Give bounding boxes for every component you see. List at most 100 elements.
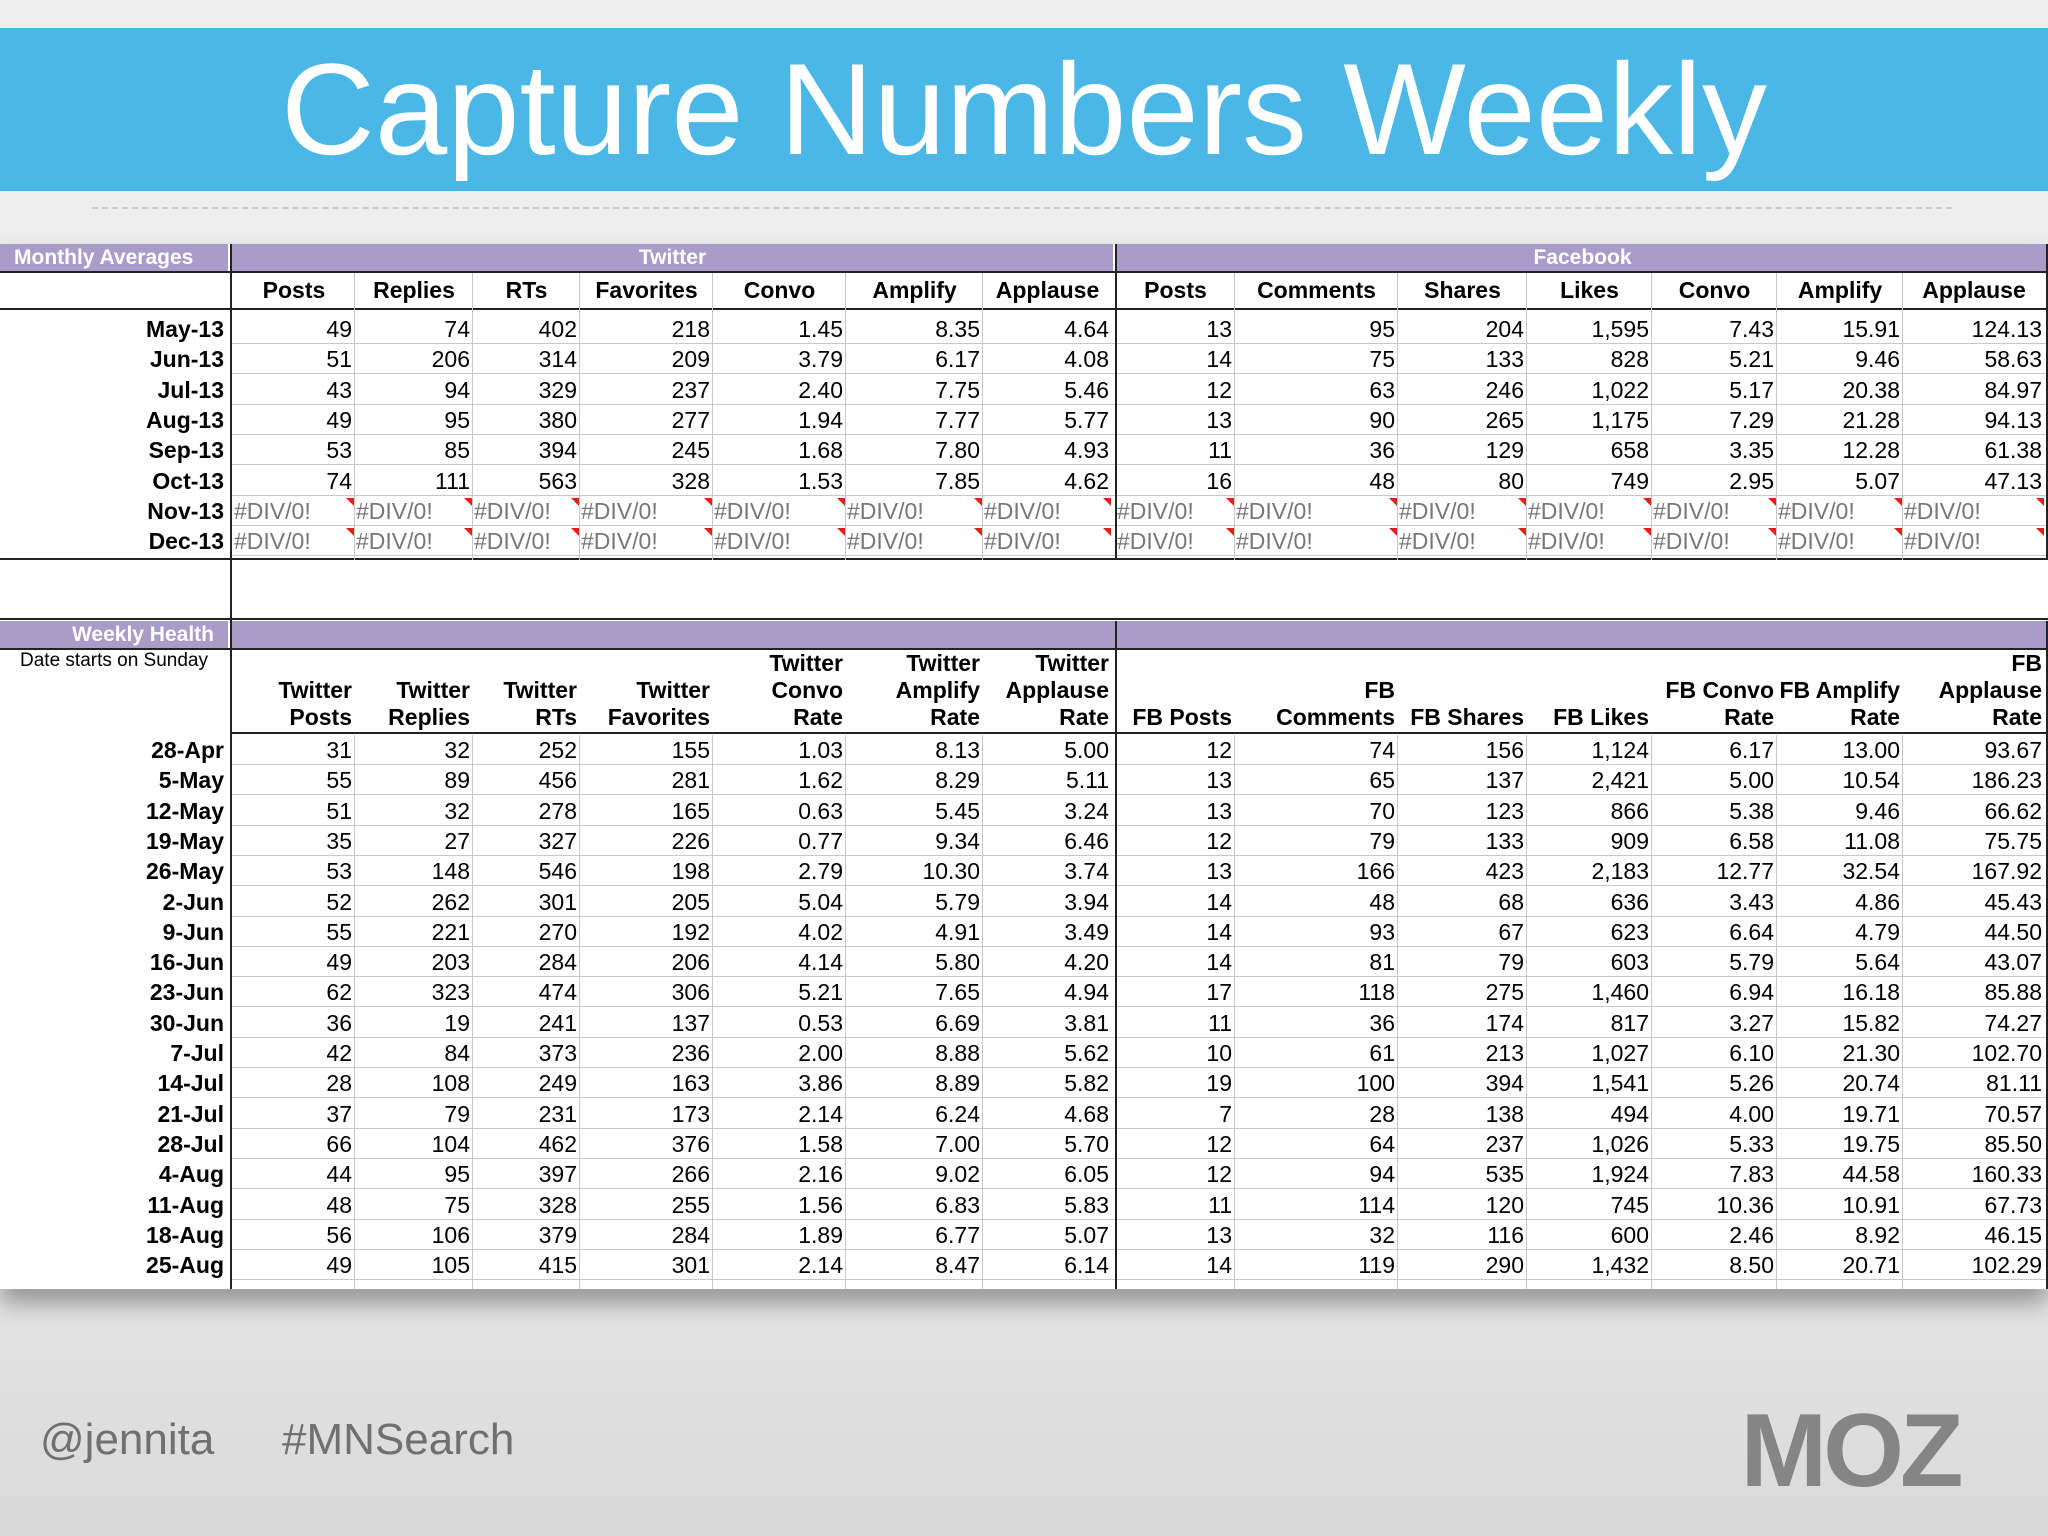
monthly-cell: 7.43 [1729, 316, 1774, 342]
weekly-cell: 67 [1498, 918, 1524, 945]
weekly-cell: 5.82 [1064, 1070, 1109, 1097]
weekly-col-header: FB Posts [1132, 704, 1232, 730]
weekly-cell: 2.00 [798, 1040, 843, 1066]
grid-line [579, 735, 580, 1289]
weekly-row-label: 23-Jun [149, 979, 224, 1006]
weekly-cell: 148 [431, 858, 470, 885]
monthly-cell: 95 [1369, 316, 1395, 342]
monthly-cell: 1,022 [1591, 376, 1649, 403]
monthly-col-header: Replies [373, 277, 455, 303]
weekly-cell: 266 [671, 1161, 710, 1188]
error-indicator-icon [1103, 528, 1111, 537]
grid-line [230, 555, 2048, 557]
weekly-health-label: Weekly Health [0, 621, 228, 648]
weekly-cell: 6.94 [1729, 979, 1774, 1006]
grid-line [1115, 621, 1117, 1289]
monthly-cell: #DIV/0! [234, 497, 311, 524]
weekly-cell: 12 [1206, 827, 1232, 854]
error-indicator-icon [571, 528, 579, 537]
weekly-cell: 28 [1369, 1100, 1395, 1127]
weekly-cell: 28 [326, 1070, 352, 1097]
weekly-cell: 1,924 [1591, 1161, 1649, 1188]
grid-line [354, 273, 355, 561]
weekly-cell: 328 [538, 1191, 577, 1218]
weekly-cell: 7.00 [935, 1130, 980, 1157]
weekly-cell: 21.30 [1842, 1040, 1900, 1066]
weekly-cell: 462 [538, 1130, 577, 1157]
weekly-cell: 373 [538, 1040, 577, 1066]
monthly-cell: 6.17 [935, 346, 980, 373]
weekly-cell: 16.18 [1842, 979, 1900, 1006]
weekly-cell: 116 [1487, 1221, 1524, 1248]
weekly-row-label: 18-Aug [146, 1221, 224, 1248]
monthly-cell: 9.46 [1855, 346, 1900, 373]
weekly-cell: 156 [1485, 737, 1524, 763]
weekly-cell: 13 [1206, 858, 1232, 885]
weekly-cell: 226 [671, 827, 710, 854]
monthly-col-header: Likes [1560, 277, 1619, 303]
weekly-cell: 53 [326, 858, 352, 885]
weekly-col-header: Replies [388, 704, 470, 730]
monthly-cell: 94.13 [1984, 406, 2042, 433]
grid-line [230, 794, 2048, 796]
monthly-cell: 3.79 [798, 346, 843, 373]
error-indicator-icon [1768, 528, 1776, 537]
monthly-row-label: Jun-13 [149, 346, 224, 373]
weekly-cell: 2.16 [798, 1161, 843, 1188]
weekly-cell: 241 [538, 1009, 577, 1036]
weekly-cell: 14 [1206, 1252, 1232, 1279]
monthly-cell: #DIV/0! [474, 528, 551, 555]
weekly-cell: 74.27 [1984, 1009, 2042, 1036]
weekly-cell: 8.50 [1729, 1252, 1774, 1279]
grid-line [230, 915, 2048, 917]
monthly-cell: 20.38 [1842, 376, 1900, 403]
weekly-cell: 4.94 [1064, 979, 1109, 1006]
weekly-cell: 1,432 [1591, 1252, 1649, 1279]
weekly-cell: 137 [1485, 767, 1524, 794]
monthly-cell: 2.40 [798, 376, 843, 403]
weekly-cell: 44.50 [1984, 918, 2042, 945]
monthly-cell: #DIV/0! [1653, 497, 1730, 524]
weekly-cell: 62 [326, 979, 352, 1006]
monthly-col-header: RTs [505, 277, 548, 303]
monthly-cell: #DIV/0! [1904, 528, 1981, 555]
weekly-cell: 163 [671, 1070, 710, 1097]
weekly-cell: 0.77 [798, 827, 843, 854]
weekly-row-label: 28-Jul [157, 1130, 224, 1157]
weekly-cell: 166 [1356, 858, 1395, 885]
weekly-cell: 100 [1356, 1070, 1395, 1097]
weekly-cell: 6.10 [1729, 1040, 1774, 1066]
monthly-col-header: Amplify [1797, 277, 1883, 303]
weekly-cell: 48 [1369, 888, 1395, 915]
weekly-cell: 186.23 [1971, 767, 2042, 794]
monthly-cell: 12 [1206, 376, 1232, 403]
weekly-cell: 13.00 [1842, 737, 1900, 763]
weekly-cell: 1.56 [798, 1191, 843, 1218]
grid-line [230, 976, 2048, 978]
weekly-col-header: Applause [1005, 677, 1109, 703]
weekly-cell: 102.29 [1971, 1252, 2042, 1279]
weekly-cell: 1.03 [798, 737, 843, 763]
weekly-col-header: Rate [1059, 704, 1109, 730]
weekly-cell: 14 [1206, 888, 1232, 915]
monthly-cell: 245 [671, 437, 710, 464]
weekly-cell: 192 [671, 918, 710, 945]
monthly-row-label: May-13 [146, 316, 224, 342]
grid-line [845, 735, 846, 1289]
monthly-cell: 75 [1369, 346, 1395, 373]
weekly-cell: 6.46 [1064, 827, 1109, 854]
grid-line [230, 885, 2048, 887]
weekly-cell: 14 [1206, 918, 1232, 945]
weekly-cell: 64 [1369, 1130, 1395, 1157]
grid-line [712, 273, 713, 561]
weekly-col-header: Twitter [396, 677, 470, 703]
weekly-cell: 3.49 [1064, 918, 1109, 945]
weekly-cell: 494 [1610, 1100, 1649, 1127]
event-hashtag: #MNSearch [282, 1415, 515, 1464]
grid-line [230, 524, 2048, 526]
monthly-cell: 4.93 [1064, 437, 1109, 464]
error-indicator-icon [1518, 497, 1526, 506]
monthly-col-header: Posts [262, 277, 326, 303]
weekly-row-label: 30-Jun [149, 1009, 224, 1036]
weekly-cell: 48 [326, 1191, 352, 1218]
